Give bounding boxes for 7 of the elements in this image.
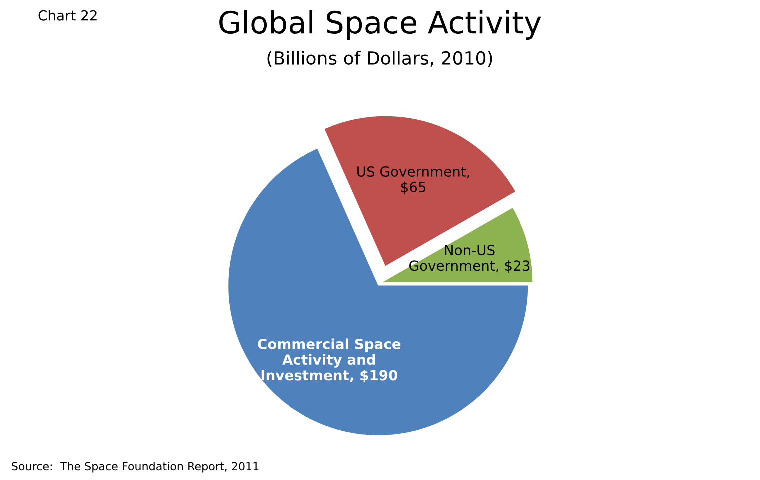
source-note: Source: The Space Foundation Report, 2011 <box>12 462 259 473</box>
chart-subtitle: (Billions of Dollars, 2010) <box>268 51 492 68</box>
chart-title: Global Space Activity <box>220 10 542 40</box>
slice-label: Commercial Space Activity and Investment, $190 <box>258 338 401 383</box>
slice-label: US Government, $65 <box>358 166 470 194</box>
slice-label: Non-US Government, $23 <box>410 245 530 273</box>
caption: Chart 22 <box>38 10 97 21</box>
